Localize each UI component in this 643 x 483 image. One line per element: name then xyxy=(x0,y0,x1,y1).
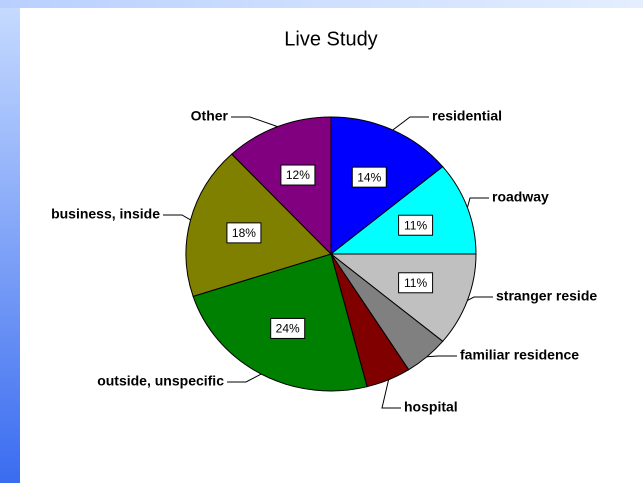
slice-label: business, inside xyxy=(51,206,160,222)
leader-line xyxy=(392,116,429,131)
leader-line xyxy=(466,197,489,208)
slice-label: stranger reside xyxy=(496,288,597,304)
value-label-box xyxy=(351,166,387,188)
value-label-box xyxy=(226,222,262,244)
pie-slice xyxy=(330,116,444,256)
slice-label: roadway xyxy=(492,189,549,205)
top-band xyxy=(0,0,643,8)
slice-label: hospital xyxy=(404,399,458,415)
value-label: 12% xyxy=(286,168,310,182)
pie-slice xyxy=(329,253,477,343)
leader-line xyxy=(467,296,493,301)
value-label-box xyxy=(398,272,434,294)
value-label: 11% xyxy=(404,276,427,290)
value-label: 18% xyxy=(232,226,256,240)
chart-title: Live Study xyxy=(284,28,377,50)
slice-label: Other xyxy=(191,108,229,124)
value-label: 24% xyxy=(276,322,300,336)
leader-line xyxy=(426,355,457,358)
leader-line xyxy=(163,214,191,221)
value-label: 11% xyxy=(404,218,427,232)
pie-slice xyxy=(329,165,477,255)
value-label-box xyxy=(270,317,306,339)
leader-line xyxy=(231,116,278,128)
slice-label: outside, unspecific xyxy=(97,373,224,389)
leader-line xyxy=(381,379,401,409)
value-label-box xyxy=(398,214,434,236)
slice-label: familiar residence xyxy=(460,347,579,363)
value-label: 14% xyxy=(357,170,381,184)
value-label-box xyxy=(280,164,316,186)
leader-line xyxy=(227,373,262,383)
slice-label: residential xyxy=(432,108,502,124)
